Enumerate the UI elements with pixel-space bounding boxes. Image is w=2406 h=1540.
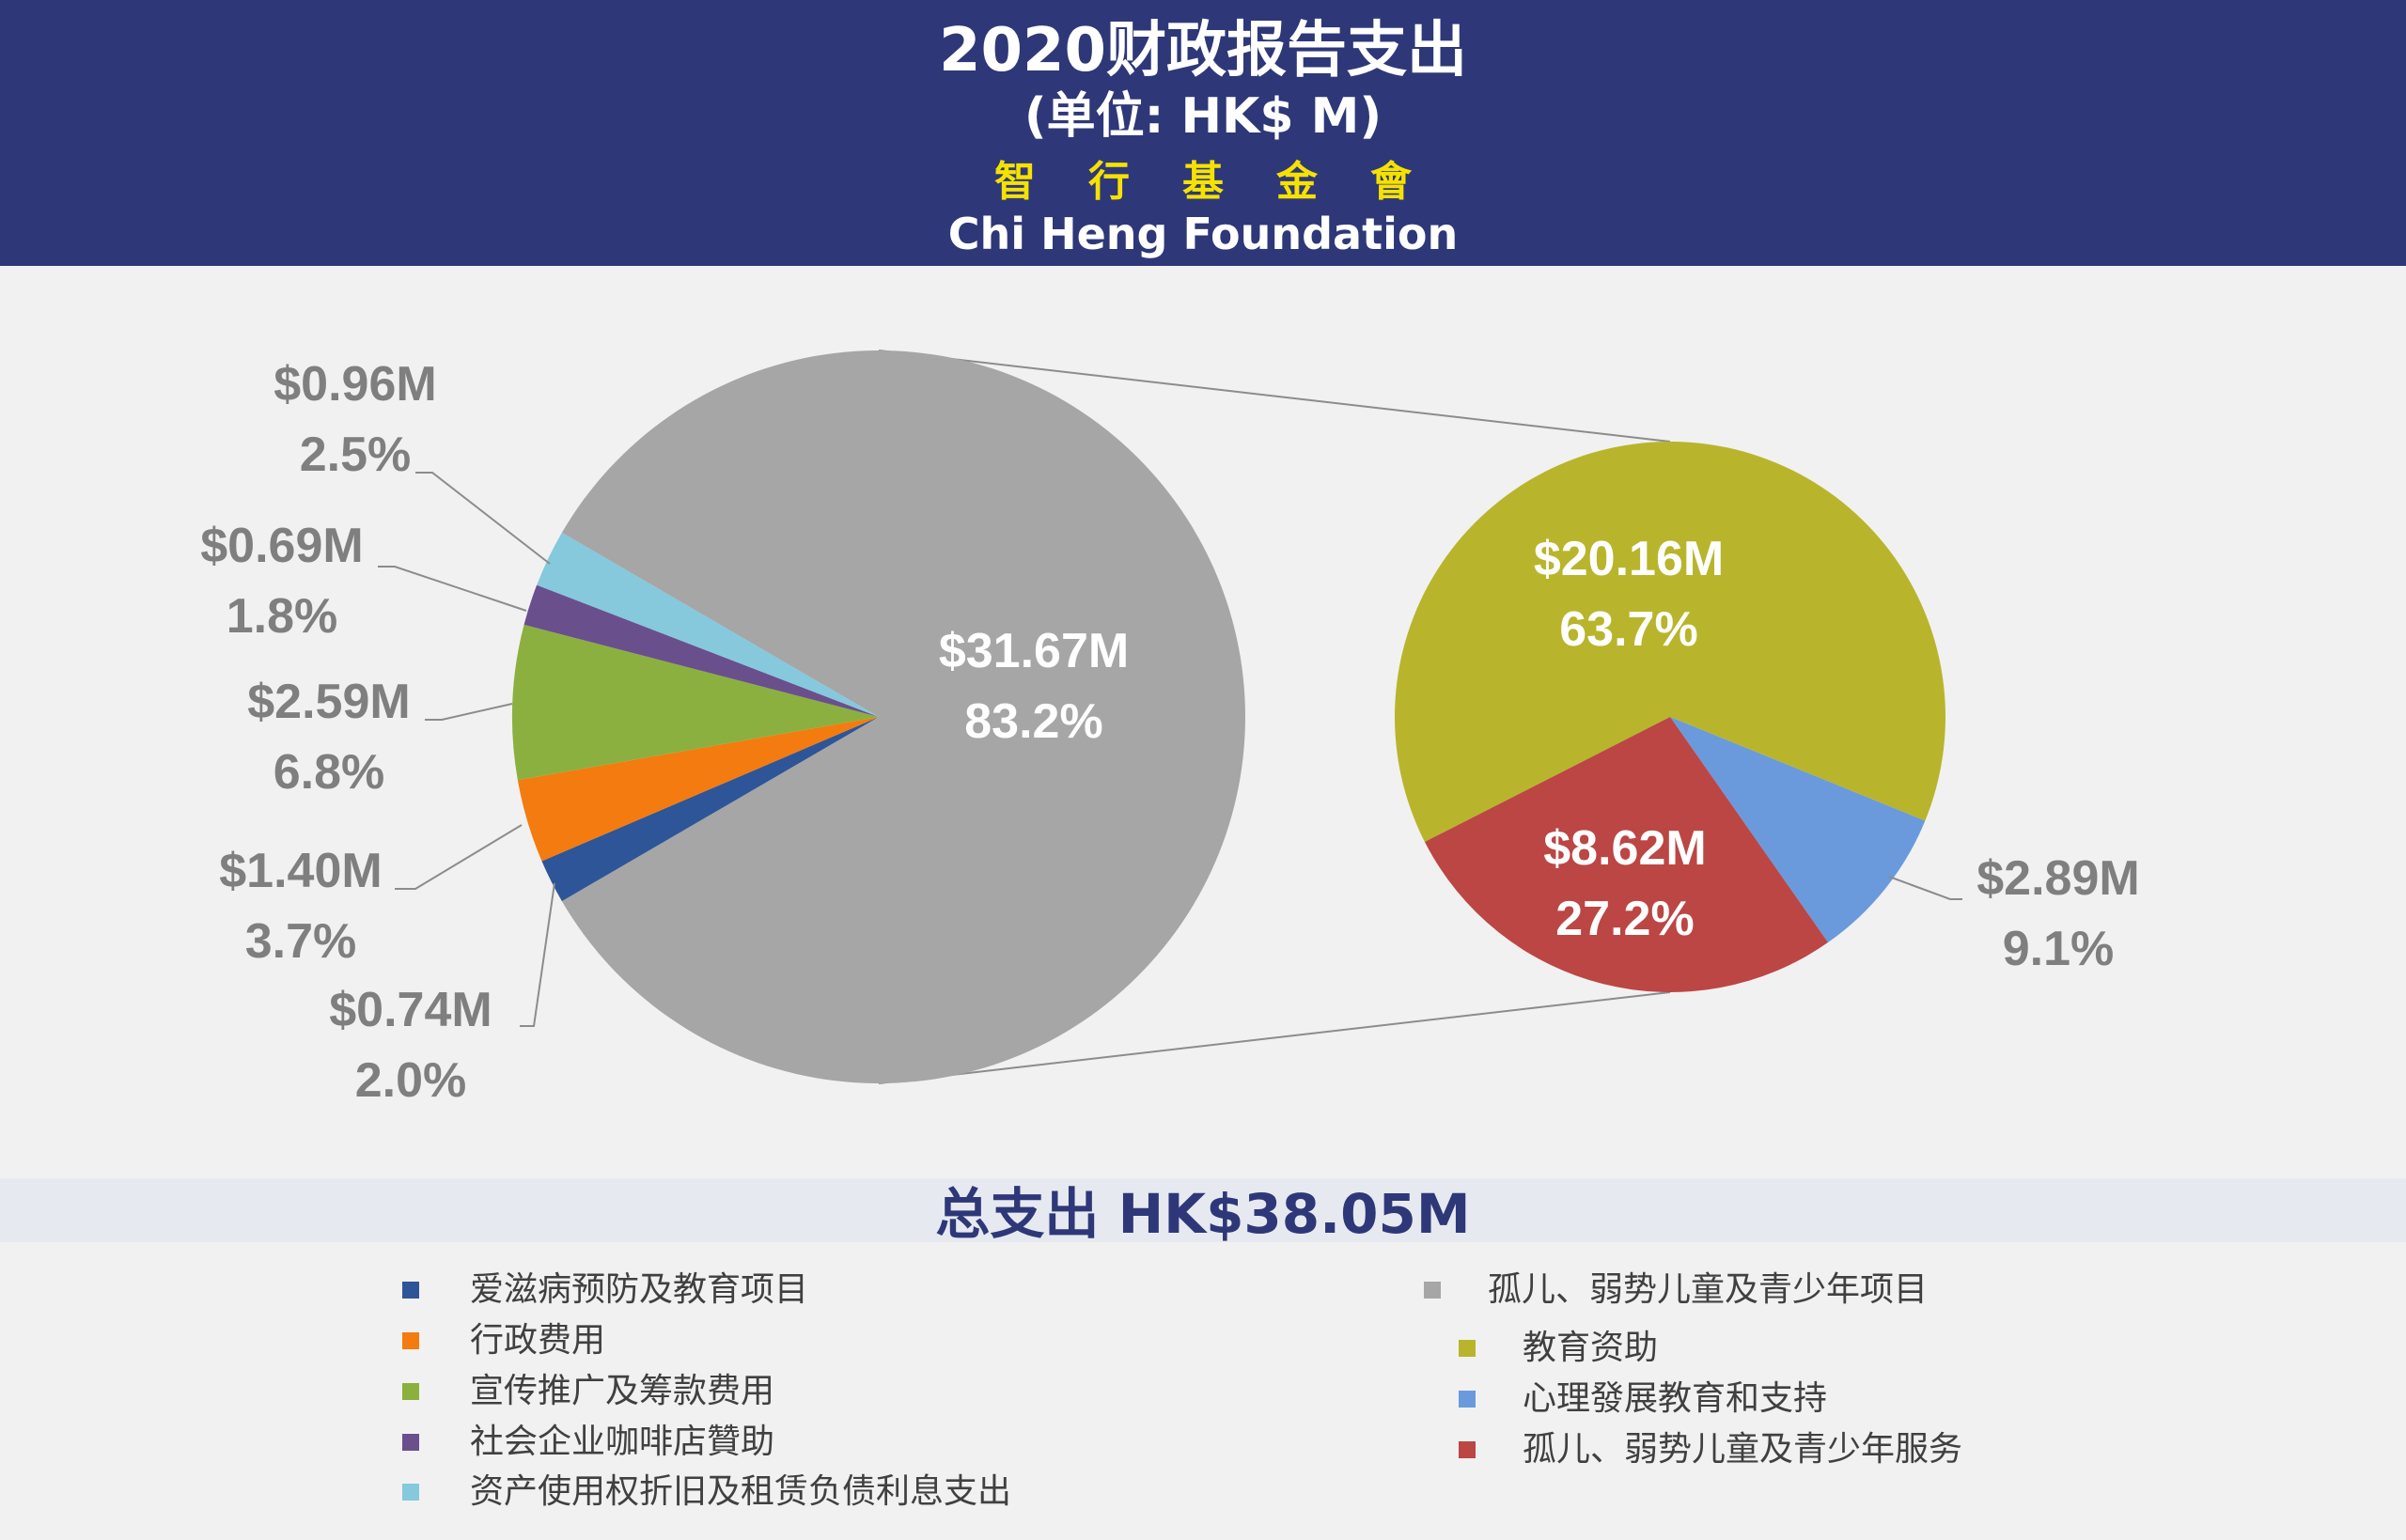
breakdown-pie-slice-2 bbox=[1424, 717, 1828, 992]
main-pie-label-5-percent: 2.5% bbox=[300, 428, 412, 482]
legend-swatch bbox=[1459, 1391, 1476, 1408]
legend-swatch bbox=[402, 1434, 419, 1451]
header-banner: 2020财政报告支出 (单位: HK$ M) 智行基金會 Chi Heng Fo… bbox=[0, 0, 2406, 266]
main-pie-slice-1 bbox=[541, 717, 879, 902]
legend-swatch bbox=[1459, 1340, 1476, 1357]
main-pie-label-2-amount: $1.40M bbox=[219, 844, 382, 898]
leader-lines bbox=[378, 472, 1962, 1027]
breakdown-pie bbox=[1395, 442, 1945, 992]
main-pie-slice-3 bbox=[512, 624, 879, 781]
org-name-english: Chi Heng Foundation bbox=[947, 209, 1459, 259]
legend-swatch bbox=[402, 1484, 419, 1501]
main-pie-label-0-percent: 83.2% bbox=[964, 694, 1102, 749]
total-expenditure: 总支出 HK$38.05M bbox=[935, 1182, 1471, 1246]
breakdown-pie-label-1-amount: $2.89M bbox=[1976, 851, 2139, 906]
main-pie-label-4-amount: $0.69M bbox=[200, 519, 363, 573]
breakdown-pie-slice-0 bbox=[1395, 442, 1945, 843]
main-pie-label-5-leader-line bbox=[415, 472, 551, 565]
breakdown-pie-label-0-amount: $20.16M bbox=[1534, 532, 1724, 586]
chart-title: 2020财政报告支出 bbox=[938, 16, 1468, 86]
legend-swatch bbox=[1459, 1441, 1476, 1458]
main-pie-slice-5 bbox=[537, 532, 879, 717]
legend-label: 教育资助 bbox=[1523, 1329, 1659, 1367]
legend-label: 宣传推广及筹款费用 bbox=[470, 1372, 775, 1410]
main-pie-label-2-percent: 3.7% bbox=[245, 914, 357, 969]
connector-line-bottom bbox=[878, 991, 1671, 1084]
legend-swatch bbox=[402, 1383, 419, 1400]
legend-swatch bbox=[402, 1332, 419, 1349]
connector-line-top bbox=[878, 350, 1671, 443]
main-pie-label-3-leader-line bbox=[425, 703, 513, 721]
legend-swatch bbox=[402, 1282, 419, 1299]
breakdown-pie-label-2-percent: 27.2% bbox=[1555, 892, 1694, 946]
legend-swatch bbox=[1424, 1282, 1441, 1299]
legend-label: 爱滋病预防及教育项目 bbox=[470, 1270, 809, 1309]
pie-of-pie-chart: $31.67M 83.2% $0.74M 2.0% $1.40M 3.7% $2.59M 6.… bbox=[200, 350, 2140, 1108]
main-pie-slice-0 bbox=[561, 350, 1246, 1083]
main-pie-slice-4 bbox=[523, 584, 879, 717]
legend-label: 行政费用 bbox=[470, 1321, 606, 1360]
total-band bbox=[0, 1178, 2406, 1242]
main-pie-label-1-percent: 2.0% bbox=[355, 1053, 467, 1108]
main-pie-label-0-amount: $31.67M bbox=[939, 624, 1129, 678]
breakdown-pie-label-1-percent: 9.1% bbox=[2003, 922, 2115, 976]
legend-label: 社会企业咖啡店贊助 bbox=[470, 1423, 775, 1461]
data-labels: $31.67M 83.2% $0.74M 2.0% $1.40M 3.7% $2.59M 6.… bbox=[200, 357, 2139, 1108]
main-pie-label-3-percent: 6.8% bbox=[273, 745, 385, 800]
main-pie-label-2-leader-line bbox=[395, 824, 523, 890]
breakdown-pie-label-0-percent: 63.7% bbox=[1559, 602, 1697, 657]
breakdown-pie-slice-1 bbox=[1670, 717, 1926, 943]
main-pie-label-1-amount: $0.74M bbox=[329, 983, 492, 1037]
legend-label: 资产使用权折旧及租赁负债利息支出 bbox=[470, 1472, 1012, 1511]
legend-label: 孤儿、弱势儿童及青少年服务 bbox=[1523, 1430, 1963, 1469]
breakdown-pie-label-1-leader-line bbox=[1888, 876, 1962, 900]
main-pie-label-4-leader-line bbox=[378, 566, 527, 612]
connector-lines bbox=[878, 350, 1671, 1084]
main-pie bbox=[512, 350, 1246, 1083]
legend-label: 心理發展教育和支持 bbox=[1523, 1379, 1828, 1418]
main-pie-label-1-leader-line bbox=[520, 882, 555, 1027]
main-pie-slice-2 bbox=[517, 717, 879, 862]
breakdown-pie-label-2-amount: $8.62M bbox=[1543, 821, 1706, 876]
org-name-chinese: 智行基金會 bbox=[994, 158, 1464, 206]
main-pie-label-4-percent: 1.8% bbox=[227, 589, 338, 644]
main-pie-label-5-amount: $0.96M bbox=[273, 357, 436, 412]
chart-subtitle: (单位: HK$ M) bbox=[1023, 88, 1383, 145]
main-pie-label-3-amount: $2.59M bbox=[247, 675, 410, 729]
legend-label: 孤儿、弱势儿童及青少年项目 bbox=[1488, 1270, 1929, 1309]
